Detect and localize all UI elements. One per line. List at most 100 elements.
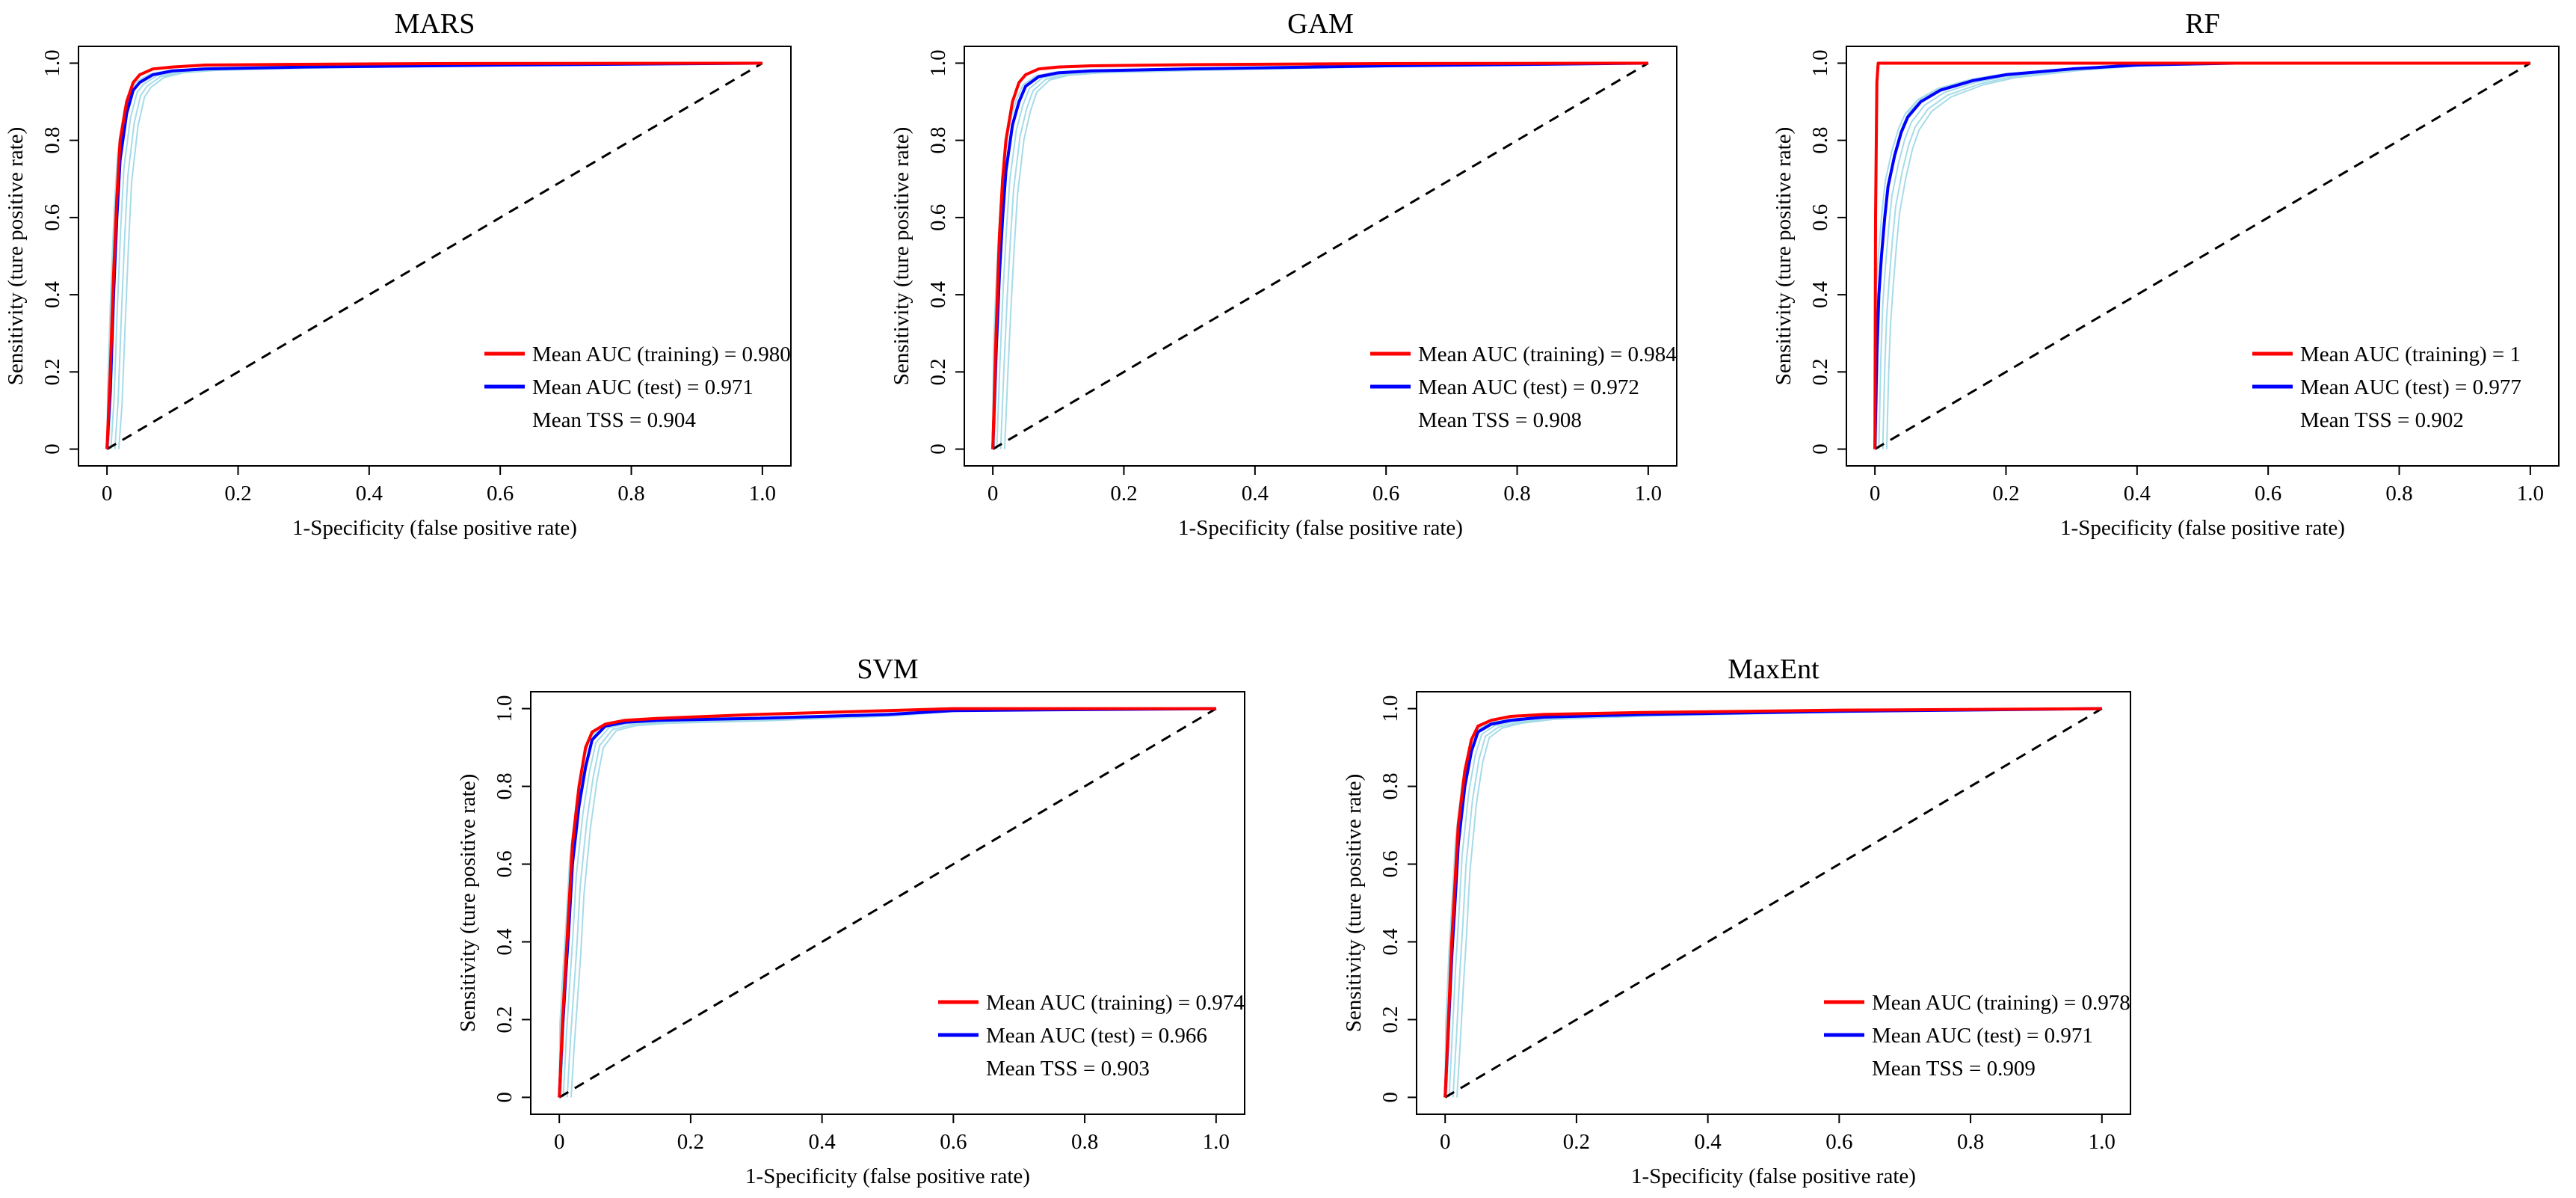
legend-label-training: Mean AUC (training) = 0.978 — [1872, 991, 2130, 1015]
x-tick-label: 0.4 — [2124, 482, 2151, 506]
y-tick-label: 1.0 — [1378, 695, 1402, 722]
y-axis-label: Sensitivity (ture positive rate) — [456, 774, 480, 1033]
y-tick-label: 0.2 — [40, 358, 64, 385]
y-tick-label: 0.8 — [1808, 127, 1832, 154]
x-axis-label: 1-Specificity (false positive rate) — [1178, 516, 1463, 540]
y-tick-label: 0 — [1378, 1092, 1402, 1103]
y-axis-label: Sensitivity (ture positive rate) — [1772, 127, 1796, 386]
roc-curve-training — [1443, 707, 2102, 1098]
x-tick-label: 0.8 — [1957, 1130, 1984, 1154]
roc-curve-training — [105, 61, 762, 449]
random-diagonal — [992, 62, 1649, 450]
legend-label-tss: Mean TSS = 0.902 — [2300, 408, 2464, 432]
legend-label-training: Mean AUC (training) = 0.984 — [1418, 342, 1677, 366]
y-tick-label: 0.8 — [40, 127, 64, 154]
x-tick-label: 0.2 — [1563, 1130, 1590, 1154]
legend-label-tss: Mean TSS = 0.908 — [1418, 408, 1582, 432]
legend-label-test: Mean AUC (test) = 0.971 — [532, 375, 754, 399]
roc-curve-training — [991, 61, 1648, 449]
y-tick-label: 0.8 — [926, 127, 950, 154]
x-tick-label: 1.0 — [749, 482, 776, 506]
panel-title: RF — [2185, 8, 2219, 40]
x-tick-label: 0.8 — [617, 482, 644, 506]
replicate-curve — [1885, 62, 2530, 449]
panel-title: MARS — [395, 8, 475, 40]
y-tick-label: 0.2 — [493, 1006, 517, 1033]
legend-label-tss: Mean TSS = 0.904 — [532, 408, 696, 432]
y-tick-label: 0.6 — [1808, 204, 1832, 231]
y-tick-label: 0.8 — [1378, 772, 1402, 799]
legend-label-training: Mean AUC (training) = 0.980 — [532, 342, 791, 366]
legend-label-training: Mean AUC (training) = 0.974 — [986, 991, 1245, 1015]
y-tick-label: 0.4 — [926, 280, 950, 308]
x-tick-label: 0 — [1440, 1130, 1451, 1154]
y-tick-label: 1.0 — [493, 695, 517, 722]
legend-label-tss: Mean TSS = 0.903 — [986, 1057, 1150, 1081]
x-tick-label: 0 — [554, 1130, 565, 1154]
x-tick-label: 0.4 — [1242, 482, 1269, 506]
x-tick-label: 0.8 — [1071, 1130, 1098, 1154]
roc-panel-mars: MARS 0 0.2 0.4 0.6 0.8 1.0 0 0.2 0.4 0.6 0.8 1.0 1-Sp… — [4, 8, 792, 540]
y-axis-label: Sensitivity (ture positive rate) — [890, 127, 913, 386]
random-diagonal — [1444, 707, 2103, 1099]
roc-panel-svm: SVM 0 0.2 0.4 0.6 0.8 1.0 0 0.2 0.4 0.6 0.8 1.0 1-Spe… — [456, 654, 1245, 1188]
random-diagonal — [1874, 62, 2531, 450]
x-tick-label: 1.0 — [2089, 1130, 2116, 1154]
random-diagonal — [106, 62, 763, 450]
legend-label-tss: Mean TSS = 0.909 — [1872, 1057, 2036, 1081]
y-tick-label: 0.6 — [493, 850, 517, 877]
x-tick-label: 1.0 — [1635, 482, 1662, 506]
y-tick-label: 0.4 — [493, 928, 517, 956]
replicate-curve — [570, 707, 1216, 1098]
x-tick-label: 0.6 — [2255, 482, 2281, 506]
x-tick-label: 0.8 — [1503, 482, 1530, 506]
y-tick-label: 0.6 — [926, 204, 950, 231]
legend-label-training: Mean AUC (training) = 1 — [2300, 342, 2521, 366]
y-tick-label: 0.4 — [1808, 280, 1832, 308]
panel-title: SVM — [857, 654, 918, 685]
x-tick-label: 0.2 — [1110, 482, 1137, 506]
plot-frame — [1846, 46, 2560, 467]
roc-panel-rf: RF 0 0.2 0.4 0.6 0.8 1.0 0 0.2 0.4 0.6 0.8 1.0 1-Spec… — [1772, 8, 2560, 540]
y-tick-label: 0 — [493, 1092, 517, 1103]
y-tick-label: 1.0 — [40, 49, 64, 76]
x-tick-label: 0.2 — [1992, 482, 2019, 506]
x-tick-label: 0.2 — [224, 482, 251, 506]
x-tick-label: 0 — [987, 482, 999, 506]
panel-title: MaxEnt — [1728, 654, 1819, 685]
x-tick-label: 0.4 — [1695, 1130, 1722, 1154]
roc-curve-test — [991, 61, 1648, 449]
x-tick-label: 1.0 — [2517, 482, 2544, 506]
x-tick-label: 0.6 — [487, 482, 514, 506]
random-diagonal — [558, 707, 1217, 1099]
y-tick-label: 0.6 — [40, 204, 64, 231]
y-tick-label: 0 — [1808, 443, 1832, 455]
roc-curve-training — [558, 707, 1216, 1098]
x-axis-label: 1-Specificity (false positive rate) — [1631, 1164, 1916, 1188]
x-tick-label: 0.6 — [1825, 1130, 1852, 1154]
y-tick-label: 1.0 — [1808, 49, 1832, 76]
y-tick-label: 0.2 — [926, 358, 950, 385]
y-tick-label: 0 — [926, 443, 950, 455]
x-tick-label: 0.8 — [2385, 482, 2412, 506]
legend-label-test: Mean AUC (test) = 0.971 — [1872, 1024, 2093, 1048]
x-axis-label: 1-Specificity (false positive rate) — [745, 1164, 1030, 1188]
x-tick-label: 1.0 — [1203, 1130, 1230, 1154]
replicate-curve — [1456, 707, 2102, 1098]
legend-label-test: Mean AUC (test) = 0.972 — [1418, 375, 1639, 399]
x-tick-label: 0 — [1870, 482, 1881, 506]
plot-frame — [964, 46, 1677, 467]
y-tick-label: 0.6 — [1378, 850, 1402, 877]
plot-frame — [530, 691, 1245, 1115]
plot-frame — [78, 46, 792, 467]
y-tick-label: 1.0 — [926, 49, 950, 76]
x-tick-label: 0.6 — [940, 1130, 967, 1154]
plot-frame — [1416, 691, 2131, 1115]
roc-curve-training — [1873, 61, 2530, 449]
y-tick-label: 0 — [40, 443, 64, 455]
roc-panel-maxent: MaxEnt 0 0.2 0.4 0.6 0.8 1.0 0 0.2 0.4 0.6 0.8 1.0 1-… — [1342, 654, 2131, 1188]
x-axis-label: 1-Specificity (false positive rate) — [292, 516, 577, 540]
x-tick-label: 0 — [102, 482, 113, 506]
x-tick-label: 0.2 — [677, 1130, 704, 1154]
